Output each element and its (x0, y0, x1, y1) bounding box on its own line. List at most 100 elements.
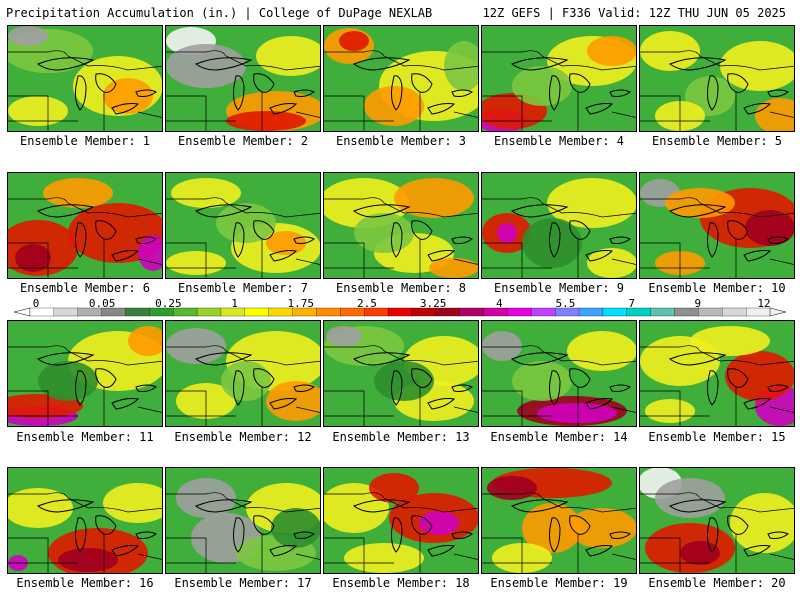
precip-field (497, 223, 517, 243)
member-map-4 (481, 25, 637, 132)
lake-outline (75, 370, 87, 406)
lake-outline (767, 531, 789, 539)
precip-map (166, 26, 320, 131)
border-line (166, 239, 320, 278)
border-line (166, 92, 320, 131)
lake-outline (253, 368, 275, 388)
member-map-20 (639, 467, 795, 574)
lake-outline (95, 73, 117, 93)
precip-map (482, 173, 636, 278)
border-line (482, 534, 636, 573)
precip-field (720, 41, 794, 91)
precip-field (745, 210, 794, 246)
border-line (324, 197, 478, 218)
precip-field (8, 26, 48, 46)
precip-field (339, 31, 369, 51)
precip-field (537, 403, 617, 423)
colorbar-segment (531, 307, 556, 317)
border-line (482, 239, 636, 278)
precip-field (587, 248, 636, 278)
precip-map (482, 468, 636, 573)
lake-outline (609, 384, 631, 392)
border-line (324, 387, 478, 426)
lake-outline (293, 236, 315, 244)
border-line (166, 534, 320, 573)
member-label-20: Ensemble Member: 20 (648, 576, 786, 590)
member-map-16 (7, 467, 163, 574)
lake-outline (75, 517, 87, 553)
lake-outline (510, 499, 569, 513)
border-line (640, 239, 794, 278)
lake-outline (194, 499, 253, 513)
precip-field (15, 244, 51, 272)
lake-outline (269, 545, 298, 557)
lake-outline (135, 89, 157, 97)
border-line (482, 50, 636, 71)
precip-field (103, 78, 153, 114)
lake-outline (95, 368, 117, 388)
lake-outline (352, 204, 411, 218)
precip-field (266, 231, 306, 255)
colorbar-segment (650, 307, 676, 317)
colorbar-left-arrow (13, 307, 31, 317)
member-map-6 (7, 172, 163, 279)
precip-field (171, 178, 241, 208)
lake-outline (233, 222, 245, 258)
lake-outline (111, 398, 140, 410)
lake-outline (352, 352, 411, 366)
border-line (324, 239, 478, 278)
lake-outline (569, 73, 591, 93)
precip-map (640, 26, 794, 131)
member-map-13 (323, 320, 479, 427)
lake-outline (75, 222, 87, 258)
member-label-15: Ensemble Member: 15 (648, 430, 786, 444)
precip-field (226, 111, 306, 131)
precip-map (324, 468, 478, 573)
colorbar-tick-label: 9 (694, 297, 702, 310)
lake-outline (253, 73, 275, 93)
border-line (166, 50, 320, 71)
lake-outline (233, 517, 245, 553)
border-line (324, 534, 478, 573)
member-label-5: Ensemble Member: 5 (651, 134, 783, 148)
lake-outline (293, 89, 315, 97)
precip-field (344, 543, 424, 573)
border-line (640, 50, 794, 71)
precip-field (755, 98, 794, 131)
lake-outline (585, 250, 614, 262)
lake-outline (609, 236, 631, 244)
lake-outline (95, 515, 117, 535)
lake-outline (253, 515, 275, 535)
lake-outline (293, 531, 315, 539)
lake-outline (95, 220, 117, 240)
precip-field (38, 361, 98, 401)
precip-field (128, 326, 162, 356)
colorbar-tick-label: 2.5 (356, 297, 377, 310)
member-label-12: Ensemble Member: 12 (174, 430, 312, 444)
member-label-17: Ensemble Member: 17 (174, 576, 312, 590)
member-label-10: Ensemble Member: 10 (648, 281, 786, 295)
member-map-9 (481, 172, 637, 279)
border-line (8, 239, 162, 278)
border-line (482, 92, 636, 131)
border-line (640, 345, 794, 366)
member-map-8 (323, 172, 479, 279)
lake-outline (569, 220, 591, 240)
member-label-16: Ensemble Member: 16 (16, 576, 154, 590)
colorbar-segment (602, 307, 628, 317)
lake-outline (668, 204, 727, 218)
precip-colorbar (13, 307, 787, 317)
precip-field (374, 361, 434, 401)
precip-map (8, 173, 162, 278)
member-map-7 (165, 172, 321, 279)
colorbar-segment (316, 307, 341, 317)
member-label-18: Ensemble Member: 18 (332, 576, 470, 590)
member-map-14 (481, 320, 637, 427)
member-label-6: Ensemble Member: 6 (19, 281, 151, 295)
lake-outline (549, 517, 561, 553)
lake-outline (451, 236, 473, 244)
lake-outline (111, 250, 140, 262)
precip-map (324, 321, 478, 426)
colorbar-segment (578, 307, 604, 317)
member-map-18 (323, 467, 479, 574)
